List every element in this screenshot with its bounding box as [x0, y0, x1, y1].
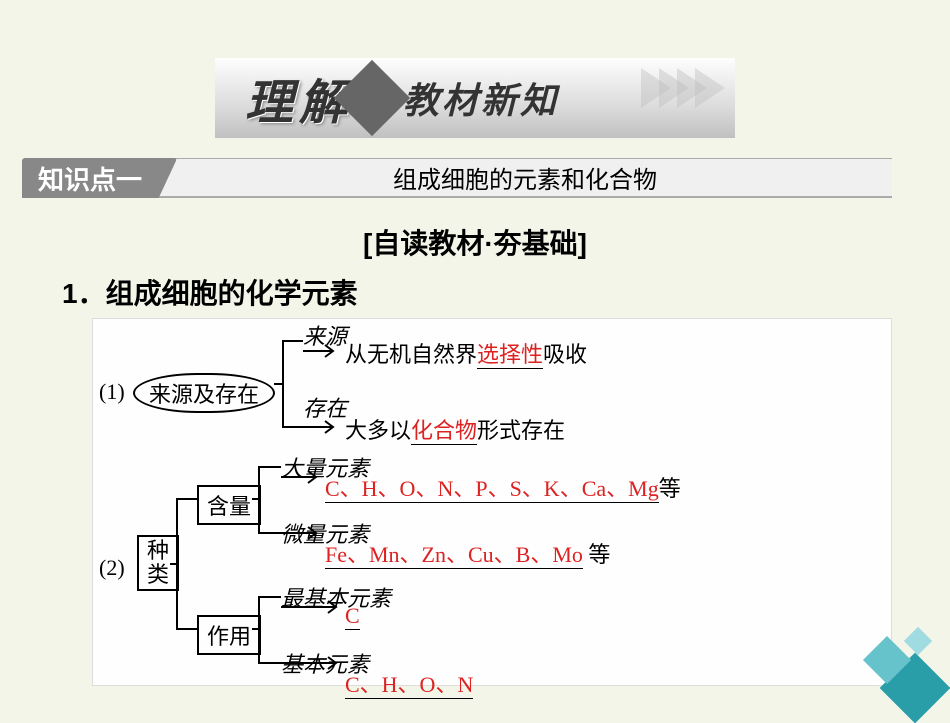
diagram-panel: (1) 来源及存在 来源 从无机自然界选择性吸收 存在 大多以化合物形式存在 (…: [92, 318, 892, 686]
banner-chevron-icon: [653, 68, 725, 108]
item2-a2-post: 等: [583, 542, 611, 567]
topic-tag: 知识点一: [22, 158, 158, 198]
item2-b2-text: C、H、O、N: [345, 667, 473, 699]
item1-root: 来源及存在: [133, 373, 275, 413]
item1-branch-b-post: 形式存在: [477, 418, 565, 443]
item2-number: (2): [99, 555, 125, 581]
item1-branch-a-pre: 从无机自然界: [345, 342, 477, 367]
item1-number: (1): [99, 379, 125, 405]
understand-banner: 理解 教材新知: [215, 58, 735, 138]
banner-right-text: 教材新知: [403, 72, 559, 124]
heading-1: 1．组成细胞的化学元素: [62, 272, 358, 312]
item2-a1-hl: C、H、O、N、P、S、K、Ca、Mg: [325, 476, 659, 503]
item2-a1-post: 等: [659, 476, 681, 501]
item1-branch-b-highlight: 化合物: [411, 418, 477, 445]
item2-b1-text: C: [345, 603, 360, 629]
item2-root-l1: 种: [147, 538, 169, 563]
item2-root-l2: 类: [147, 562, 169, 587]
item1-branch-a-post: 吸收: [543, 342, 587, 367]
item1-branch-b-text: 大多以化合物形式存在: [345, 413, 565, 445]
corner-decoration-icon: [830, 623, 950, 713]
item1-branch-b-label: 存在: [303, 391, 347, 423]
item2-a2-hl: Fe、Mn、Zn、Cu、B、Mo: [325, 542, 583, 569]
section-subtitle: [自读教材·夯基础]: [0, 222, 950, 262]
item2-b1-label: 最基本元素: [281, 581, 391, 613]
item1-branch-b-pre: 大多以: [345, 418, 411, 443]
item1-branch-a-label: 来源: [303, 319, 347, 351]
item2-a2-text: Fe、Mn、Zn、Cu、B、Mo 等: [325, 537, 610, 569]
item2-a1-text: C、H、O、N、P、S、K、Ca、Mg等: [325, 471, 681, 503]
item2-b2-hl: C、H、O、N: [345, 672, 473, 699]
item2-b1-hl: C: [345, 603, 360, 630]
topic-bar: 知识点一 组成细胞的元素和化合物: [22, 158, 892, 198]
item1-branch-a-highlight: 选择性: [477, 342, 543, 369]
item1-branch-a-text: 从无机自然界选择性吸收: [345, 337, 587, 369]
topic-title: 组成细胞的元素和化合物: [158, 158, 892, 198]
